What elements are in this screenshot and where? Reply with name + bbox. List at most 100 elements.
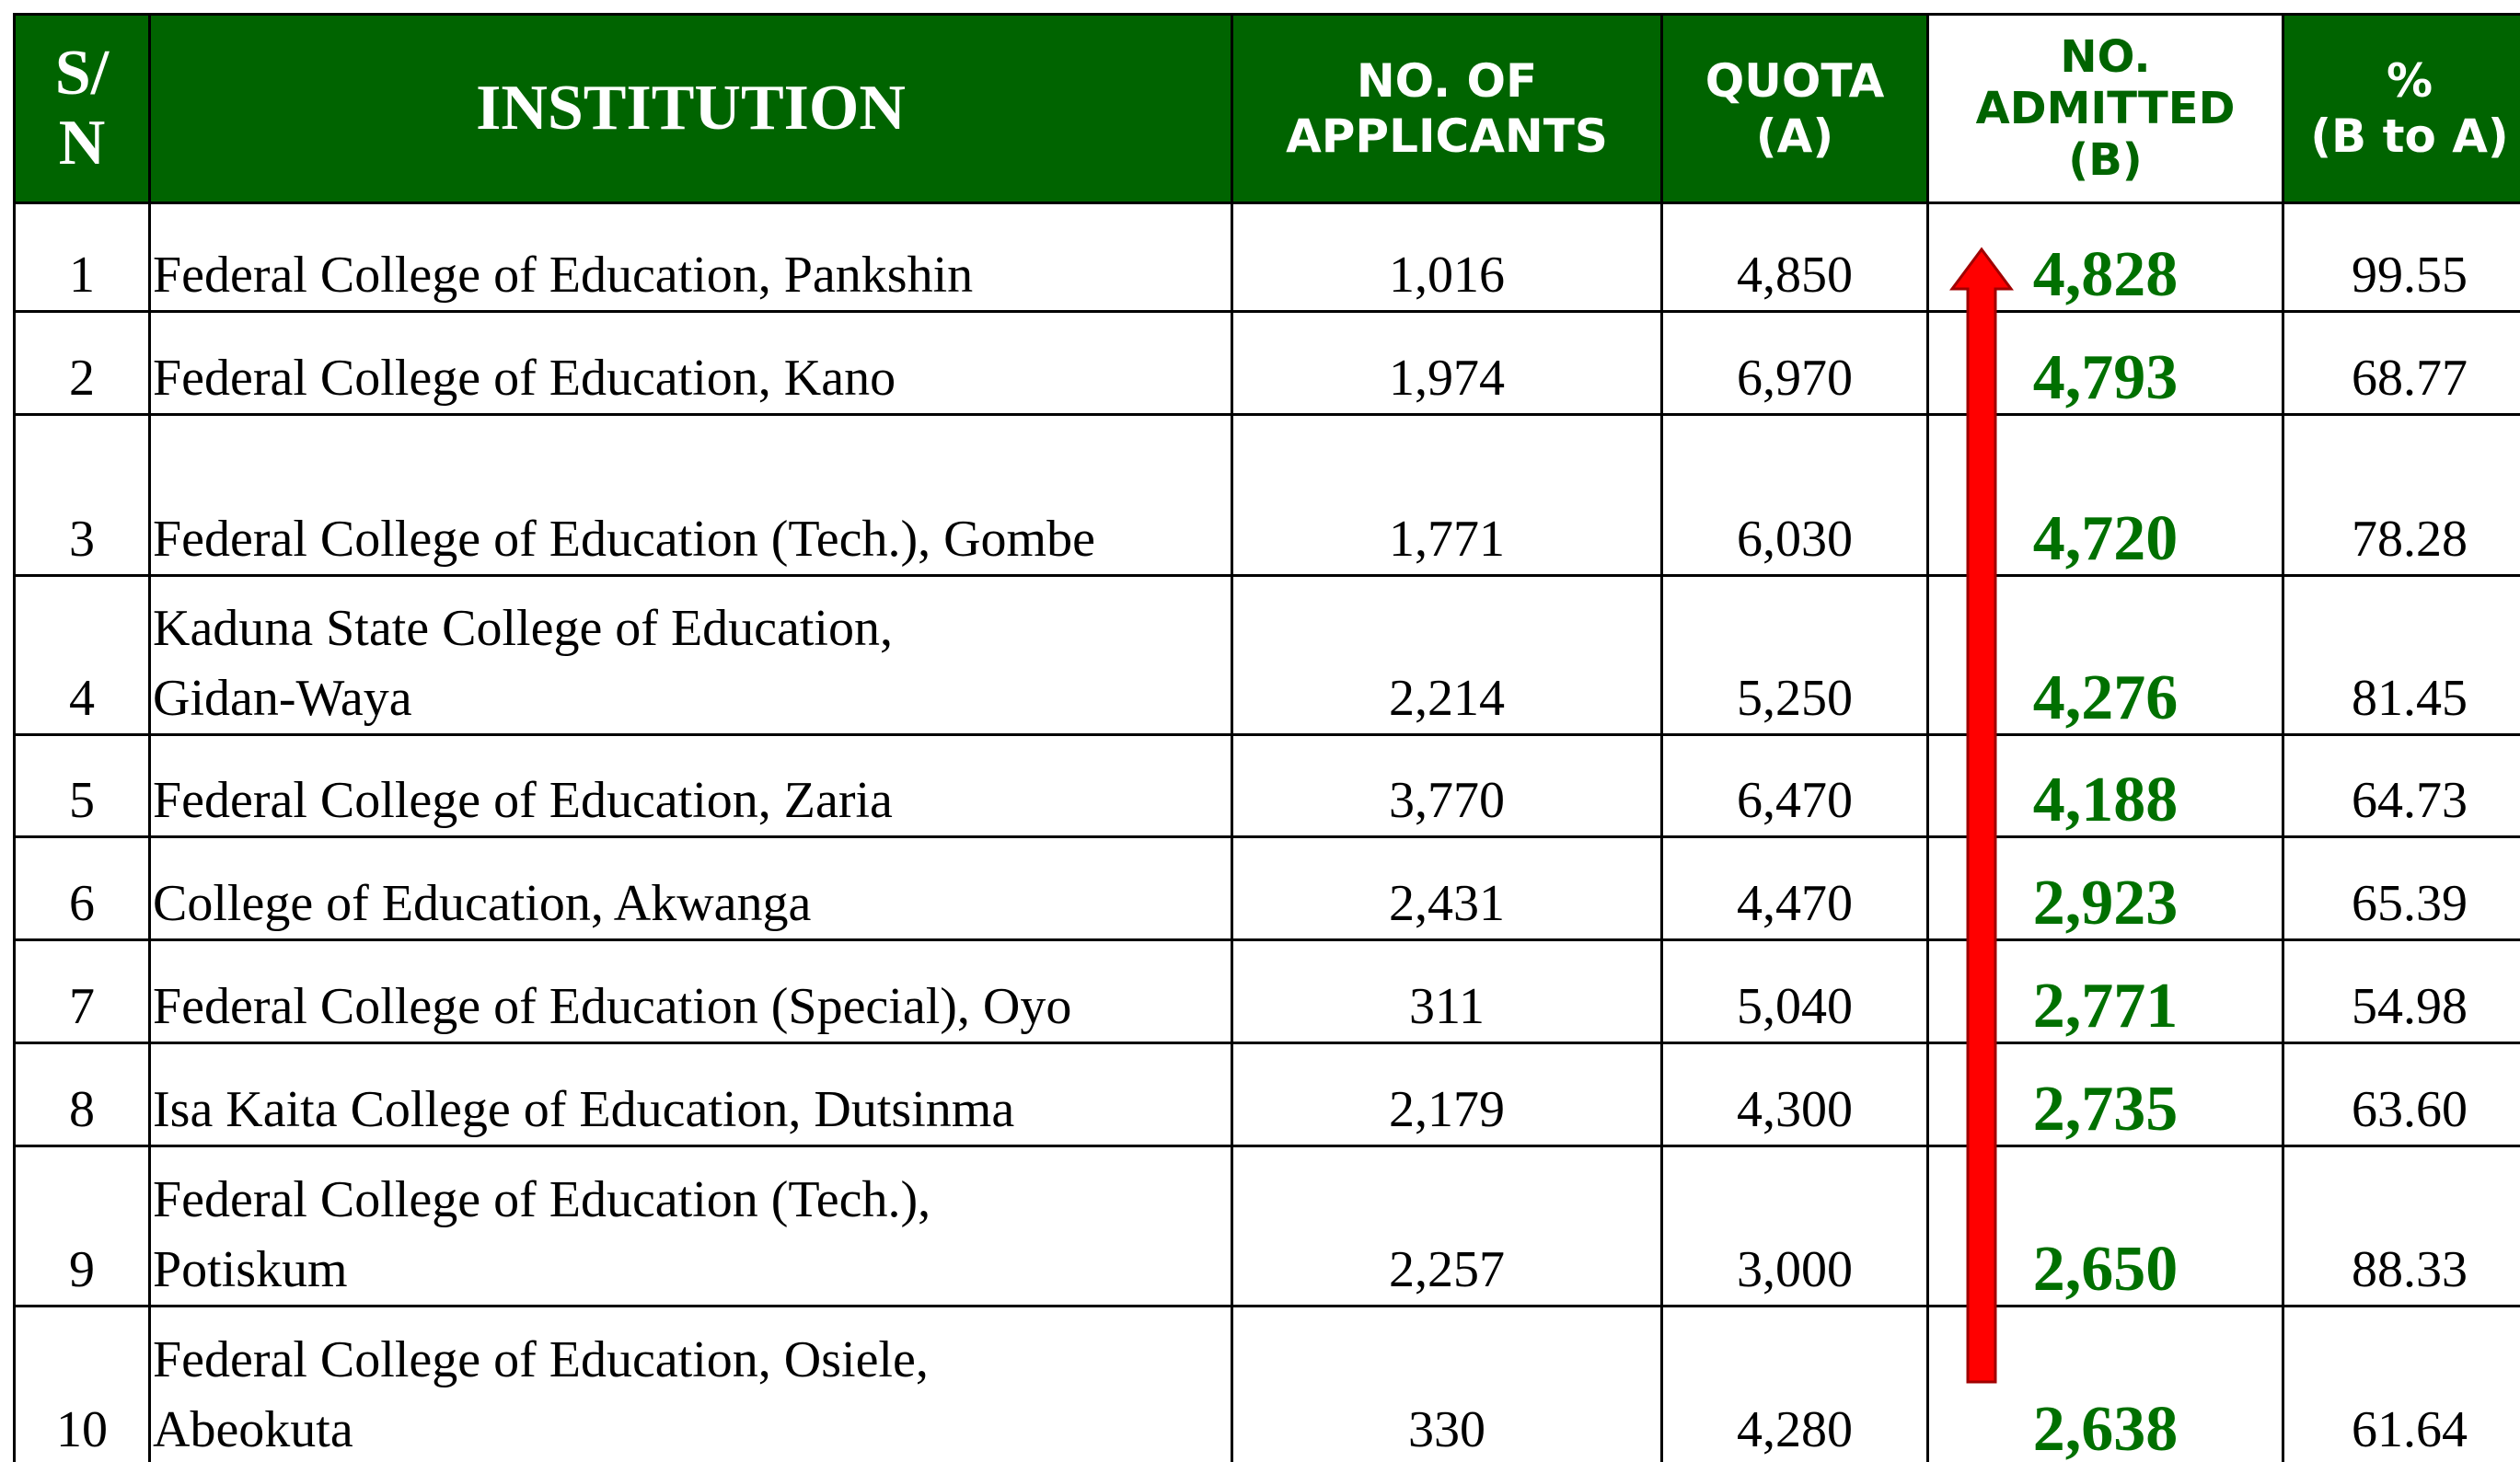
institution-cell: Federal College of Education, Kano	[148, 310, 1233, 416]
institution-cell: Federal College of Education (Special), …	[148, 938, 1233, 1044]
institution-cell: Federal College of Education, Zaria	[148, 733, 1233, 838]
percent: 64.73	[2352, 772, 2468, 829]
admitted-cell: 2,771	[1926, 938, 2284, 1044]
table-row: 1 Federal College of Education, Pankshin 1…	[13, 201, 2520, 313]
admissions-table: S/N INSTITUTION NO. OF APPLICANTS QUOTA (A) NO…	[13, 13, 2520, 1462]
institution-cell: Federal College of Education, Osiele, Abe…	[148, 1305, 1233, 1462]
applicants: 1,771	[1389, 511, 1505, 568]
serial-number-cell: 2	[13, 310, 151, 416]
admitted: 2,735	[2032, 1074, 2179, 1145]
quota-cell: 3,000	[1660, 1145, 1929, 1307]
percent-cell: 63.60	[2282, 1042, 2520, 1147]
header-text: NO.	[2060, 31, 2151, 83]
header-text: S/	[54, 38, 110, 109]
institution-cell: Federal College of Education (Tech.), Pot…	[148, 1145, 1233, 1307]
serial-number-cell: 4	[13, 574, 151, 736]
quota: 5,250	[1737, 670, 1853, 727]
serial-number: 9	[69, 1241, 95, 1298]
header-text: ADMITTED	[1975, 83, 2236, 134]
admitted: 4,276	[2032, 662, 2179, 733]
institution: Kaduna State College of Education,	[153, 600, 893, 657]
percent: 88.33	[2352, 1241, 2468, 1298]
percent-cell: 61.64	[2282, 1305, 2520, 1462]
institution: Federal College of Education, Zaria	[153, 772, 893, 829]
table-row: 3 Federal College of Education (Tech.), G…	[13, 413, 2520, 577]
percent-cell: 68.77	[2282, 310, 2520, 416]
serial-number-cell: 9	[13, 1145, 151, 1307]
applicants: 1,016	[1389, 247, 1505, 304]
table-row: 5 Federal College of Education, Zaria 3,77…	[13, 733, 2520, 838]
serial-number: 10	[56, 1401, 108, 1458]
quota: 4,850	[1737, 247, 1853, 304]
quota: 5,040	[1737, 978, 1853, 1035]
serial-number-cell: 1	[13, 201, 151, 313]
quota: 6,970	[1737, 350, 1853, 407]
header-cell: NO. ADMITTED (B)	[1926, 13, 2284, 204]
applicants-cell: 1,016	[1231, 201, 1663, 313]
applicants: 3,770	[1389, 772, 1505, 829]
serial-number: 6	[69, 875, 95, 932]
table-row: 8 Isa Kaita College of Education, Dutsinm…	[13, 1042, 2520, 1147]
applicants: 330	[1408, 1401, 1485, 1458]
institution: Federal College of Education, Pankshin	[153, 247, 974, 304]
header-cell: QUOTA (A)	[1660, 13, 1929, 204]
admitted: 2,923	[2032, 868, 2179, 938]
quota-cell: 6,030	[1660, 413, 1929, 577]
header-cell: % (B to A)	[2282, 13, 2520, 204]
header-text: %	[2386, 54, 2433, 108]
institution-cell: Federal College of Education, Pankshin	[148, 201, 1233, 313]
percent-cell: 64.73	[2282, 733, 2520, 838]
serial-number-cell: 10	[13, 1305, 151, 1462]
admitted-cell: 2,923	[1926, 835, 2284, 941]
admitted-cell: 4,793	[1926, 310, 2284, 416]
institution-cell: Federal College of Education (Tech.), Go…	[148, 413, 1233, 577]
applicants-cell: 1,974	[1231, 310, 1663, 416]
table-row: 10 Federal College of Education, Osiele, A…	[13, 1305, 2520, 1462]
institution: Federal College of Education (Tech.),	[153, 1171, 931, 1228]
table-row: 9 Federal College of Education (Tech.), Po…	[13, 1145, 2520, 1307]
institution-cell: Kaduna State College of Education, Gidan-…	[148, 574, 1233, 736]
percent: 99.55	[2352, 247, 2468, 304]
admitted-cell: 4,276	[1926, 574, 2284, 736]
quota-cell: 4,280	[1660, 1305, 1929, 1462]
quota-cell: 4,470	[1660, 835, 1929, 941]
serial-number: 3	[69, 511, 95, 568]
admitted-cell: 4,720	[1926, 413, 2284, 577]
quota-cell: 6,970	[1660, 310, 1929, 416]
institution: Federal College of Education (Special), …	[153, 978, 1072, 1035]
admitted-cell: 2,735	[1926, 1042, 2284, 1147]
percent: 65.39	[2352, 875, 2468, 932]
percent-cell: 99.55	[2282, 201, 2520, 313]
header-text: (A)	[1755, 109, 1834, 163]
header-text: INSTITUTION	[476, 73, 906, 144]
applicants-cell: 2,431	[1231, 835, 1663, 941]
percent-cell: 54.98	[2282, 938, 2520, 1044]
quota-cell: 5,250	[1660, 574, 1929, 736]
admitted: 2,771	[2032, 971, 2179, 1042]
serial-number-cell: 7	[13, 938, 151, 1044]
applicants: 2,431	[1389, 875, 1505, 932]
percent: 63.60	[2352, 1081, 2468, 1138]
percent: 78.28	[2352, 511, 2468, 568]
applicants: 1,974	[1389, 350, 1505, 407]
quota-cell: 4,850	[1660, 201, 1929, 313]
serial-number-cell: 8	[13, 1042, 151, 1147]
admitted-cell: 4,828	[1926, 201, 2284, 313]
quota: 4,280	[1737, 1401, 1853, 1458]
table-row: 7 Federal College of Education (Special),…	[13, 938, 2520, 1044]
serial-number-cell: 3	[13, 413, 151, 577]
percent: 54.98	[2352, 978, 2468, 1035]
header-cell: NO. OF APPLICANTS	[1231, 13, 1663, 204]
institution: Federal College of Education, Osiele,	[153, 1331, 929, 1388]
applicants: 2,257	[1389, 1241, 1505, 1298]
applicants-cell: 2,214	[1231, 574, 1663, 736]
percent-cell: 88.33	[2282, 1145, 2520, 1307]
table-row: 6 College of Education, Akwanga 2,431 4,470…	[13, 835, 2520, 941]
institution-cell: Isa Kaita College of Education, Dutsinma	[148, 1042, 1233, 1147]
applicants-cell: 330	[1231, 1305, 1663, 1462]
applicants-cell: 2,257	[1231, 1145, 1663, 1307]
admitted-cell: 4,188	[1926, 733, 2284, 838]
quota: 4,470	[1737, 875, 1853, 932]
institution-cell: College of Education, Akwanga	[148, 835, 1233, 941]
percent: 68.77	[2352, 350, 2468, 407]
